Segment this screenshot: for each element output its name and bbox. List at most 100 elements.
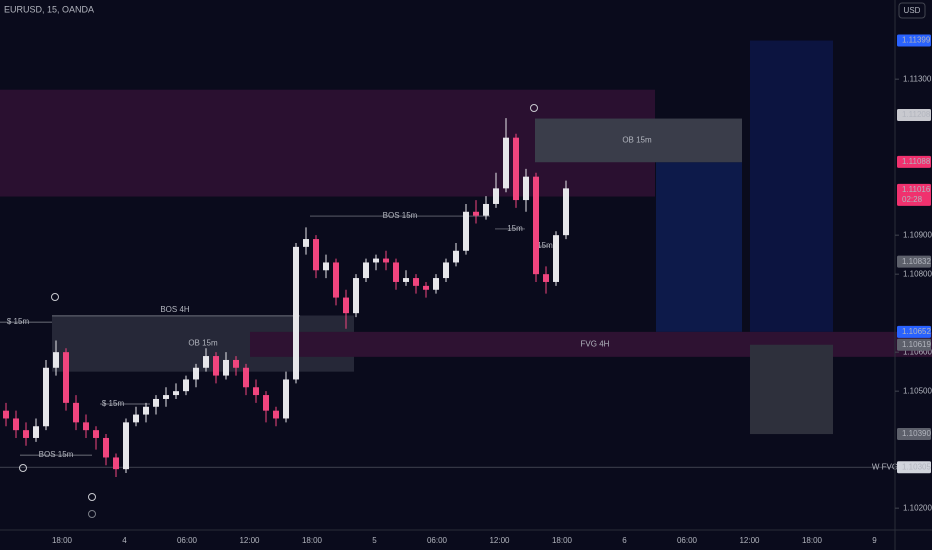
x-tick-label: 18:00 (52, 536, 73, 545)
candle-body (323, 262, 329, 271)
candle-body (73, 402, 79, 423)
x-tick-label: 6 (622, 536, 627, 545)
signal-icon (88, 510, 96, 518)
signal-icon (19, 464, 27, 472)
candle-body (523, 176, 529, 201)
level-label: 15m (537, 241, 553, 250)
candle-body (383, 258, 389, 263)
candle-body (183, 379, 189, 392)
candle-body (513, 137, 519, 201)
candle-body (3, 410, 9, 419)
zone-label: FVG 4H (581, 339, 610, 348)
candle-body (443, 262, 449, 279)
candle-body (253, 387, 259, 396)
candle-body (293, 246, 299, 380)
x-tick-label: 06:00 (177, 536, 198, 545)
candle-body (413, 278, 419, 286)
price-axis: 1.11300 1.10900 1.10800 1.10600 1.10500 1.102… (895, 34, 932, 512)
x-tick-label: 06:00 (677, 536, 698, 545)
candle-body (63, 352, 69, 403)
candle-body (143, 406, 149, 415)
price-badge (897, 183, 931, 206)
price-badge-label: 1.10305 (902, 462, 931, 471)
level-label: $ 15m (102, 399, 125, 408)
candle-body (463, 211, 469, 251)
candle-body (483, 203, 489, 216)
candle-body (533, 176, 539, 275)
signal-icon (530, 104, 538, 112)
time-axis: 18:00 4 06:00 12:00 18:00 5 06:00 12:00 18:00 6 06… (52, 536, 877, 545)
price-badge-label: 1.11088 (902, 157, 931, 166)
candle-body (133, 414, 139, 423)
level-label: W FVG (872, 462, 898, 471)
candle-body (153, 398, 159, 407)
price-badge (897, 338, 931, 351)
candle-body (103, 437, 109, 458)
y-tick-label: 1.10800 (903, 269, 932, 278)
price-badge (897, 461, 931, 474)
zones: OB 15m OB 15m FVG 4H (0, 40, 932, 435)
candle-body (493, 188, 499, 204)
level-label: BOS 15m (383, 211, 418, 220)
x-tick-label: 5 (372, 536, 377, 545)
candle-body (283, 379, 289, 419)
candle-body (563, 188, 569, 236)
signal-icon (51, 293, 59, 301)
candle-body (263, 395, 269, 411)
countdown-label: 02:28 (902, 195, 923, 204)
candle-body (433, 278, 439, 290)
candle-body (33, 426, 39, 438)
candle-body (373, 258, 379, 263)
currency-label: USD (904, 6, 921, 15)
candle-body (53, 352, 59, 368)
candle-body (193, 367, 199, 380)
candle-body (423, 285, 429, 290)
level-label: BOS 4H (160, 305, 190, 314)
candle-body (453, 250, 459, 263)
candle-body (543, 274, 549, 282)
x-tick-label: 18:00 (552, 536, 573, 545)
candle-body (273, 410, 279, 419)
candle-body (353, 278, 359, 314)
candle-body (223, 359, 229, 376)
candle-body (13, 418, 19, 431)
zone (535, 118, 742, 163)
candle-body (123, 422, 129, 470)
currency-button[interactable] (898, 2, 926, 19)
y-tick-label: 1.10500 (903, 386, 932, 395)
zone (750, 40, 833, 332)
candle-body (333, 262, 339, 298)
price-badge-label: 1.10390 (902, 429, 931, 438)
candle-body (303, 239, 309, 247)
level-label: $ 15m (7, 317, 30, 326)
candle-body (243, 367, 249, 388)
price-badge (897, 428, 931, 441)
y-tick-label: 1.10900 (903, 230, 932, 239)
price-badge-label: 1.10619 (902, 340, 931, 349)
candle-body (83, 422, 89, 431)
y-tick-label: 1.11300 (903, 74, 932, 83)
x-tick-label: 06:00 (427, 536, 448, 545)
candle-body (503, 137, 509, 189)
candle-body (393, 262, 399, 282)
candle-body (43, 367, 49, 427)
price-badge-label: 1.11399 (902, 36, 931, 45)
candle-body (363, 262, 369, 279)
level-label: 15m (507, 224, 523, 233)
price-badge-label: 1.11016 (902, 185, 931, 194)
candle-body (23, 430, 29, 438)
candle-body (173, 391, 179, 396)
candle-body (233, 359, 239, 368)
candle-body (553, 235, 559, 282)
candle-body (93, 430, 99, 438)
x-tick-label: 18:00 (302, 536, 323, 545)
zone-label: OB 15m (622, 136, 652, 145)
candle-body (213, 356, 219, 376)
candle-body (403, 278, 409, 282)
y-tick-label: 1.10600 (903, 347, 932, 356)
y-tick-label: 1.10200 (903, 503, 932, 512)
candle-body (473, 211, 479, 216)
candle-body (163, 395, 169, 399)
